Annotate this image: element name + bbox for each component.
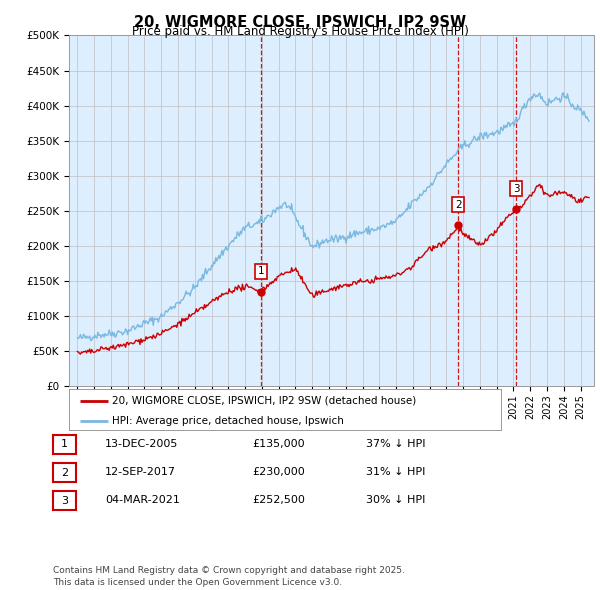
Text: 20, WIGMORE CLOSE, IPSWICH, IP2 9SW (detached house): 20, WIGMORE CLOSE, IPSWICH, IP2 9SW (det… [112, 396, 416, 406]
Text: Price paid vs. HM Land Registry's House Price Index (HPI): Price paid vs. HM Land Registry's House … [131, 25, 469, 38]
Text: 30% ↓ HPI: 30% ↓ HPI [366, 496, 425, 505]
Text: 37% ↓ HPI: 37% ↓ HPI [366, 439, 425, 448]
Text: 1: 1 [258, 266, 265, 276]
Text: 2: 2 [61, 468, 68, 477]
Text: £135,000: £135,000 [252, 439, 305, 448]
Text: Contains HM Land Registry data © Crown copyright and database right 2025.
This d: Contains HM Land Registry data © Crown c… [53, 566, 404, 587]
Text: 3: 3 [513, 183, 520, 194]
Text: £252,500: £252,500 [252, 496, 305, 505]
Text: 2: 2 [455, 199, 461, 209]
Text: 31% ↓ HPI: 31% ↓ HPI [366, 467, 425, 477]
Text: 1: 1 [61, 440, 68, 449]
Text: 13-DEC-2005: 13-DEC-2005 [105, 439, 178, 448]
Text: 04-MAR-2021: 04-MAR-2021 [105, 496, 180, 505]
Text: 3: 3 [61, 496, 68, 506]
Text: £230,000: £230,000 [252, 467, 305, 477]
Text: 12-SEP-2017: 12-SEP-2017 [105, 467, 176, 477]
Text: 20, WIGMORE CLOSE, IPSWICH, IP2 9SW: 20, WIGMORE CLOSE, IPSWICH, IP2 9SW [134, 15, 466, 30]
Text: HPI: Average price, detached house, Ipswich: HPI: Average price, detached house, Ipsw… [112, 416, 344, 426]
